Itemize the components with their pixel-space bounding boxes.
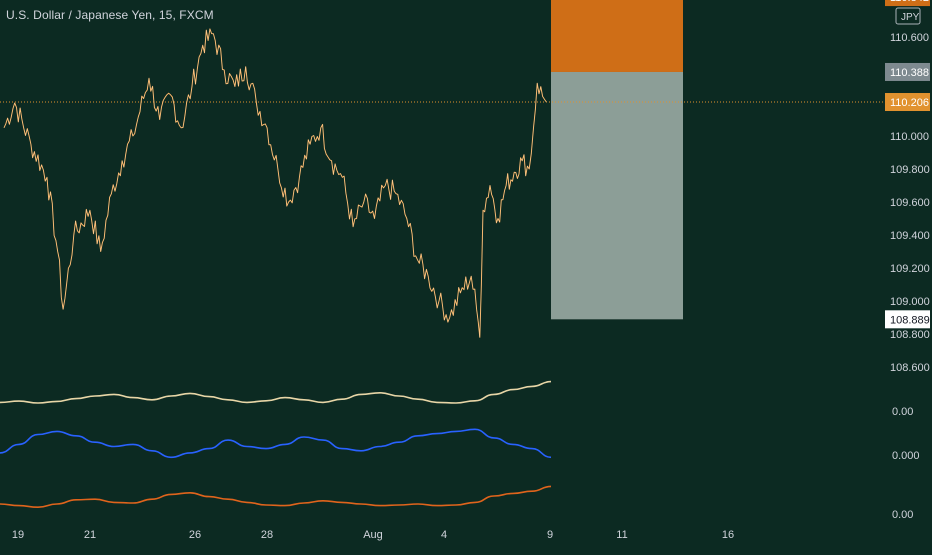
x-tick-0: 19 [12,529,24,541]
chart-title: U.S. Dollar / Japanese Yen, 15, FXCM [6,8,214,22]
current-price-tag: 110.206 [890,97,929,109]
price-series-highlight [3,28,547,338]
chart-title-text: U.S. Dollar / Japanese Yen, 15, FXCM [6,8,214,22]
currency-badge[interactable] [895,7,921,25]
indicator-line-2 [0,428,552,459]
stop-zone[interactable] [551,0,683,72]
x-tick-7: 11 [616,529,627,541]
price-tick-0: 110.600 [890,32,929,44]
entry-price-tag: 110.388 [890,67,929,79]
indicator-axis-label-2: 0.000 [892,450,920,462]
target-price-tag-bg [885,310,930,329]
price-tick-5: 109.200 [890,263,930,275]
stop-price-tag: 110.842 [890,0,929,4]
indicator-line-3 [0,485,552,509]
price-series-line [3,28,547,338]
x-tick-5: 4 [441,529,447,541]
x-tick-1: 21 [84,529,96,541]
price-tick-7: 108.800 [890,329,930,341]
price-tick-1: 110.000 [890,131,929,143]
price-tick-6: 109.000 [890,296,930,308]
x-tick-3: 28 [261,529,273,541]
price-tick-3: 109.600 [890,197,930,209]
x-tick-4: Aug [363,529,383,541]
stop-price-tag-bg [885,0,930,7]
indicator-line-1 [0,380,552,404]
x-tick-8: 16 [722,529,734,541]
price-tick-2: 109.800 [890,164,930,176]
target-price-tag: 108.889 [890,314,930,326]
price-tick-4: 109.400 [890,230,930,242]
price-tick-8: 108.600 [890,362,930,374]
indicator-axis-label-1: 0.00 [892,406,913,418]
indicator-axis-label-3: 0.00 [892,509,913,521]
currency-label: JPY [901,12,920,23]
target-zone[interactable] [551,71,683,320]
current-price-tag-bg [885,93,930,112]
x-tick-6: 9 [547,529,553,541]
entry-price-tag-bg [885,62,930,81]
x-tick-2: 26 [189,529,201,541]
